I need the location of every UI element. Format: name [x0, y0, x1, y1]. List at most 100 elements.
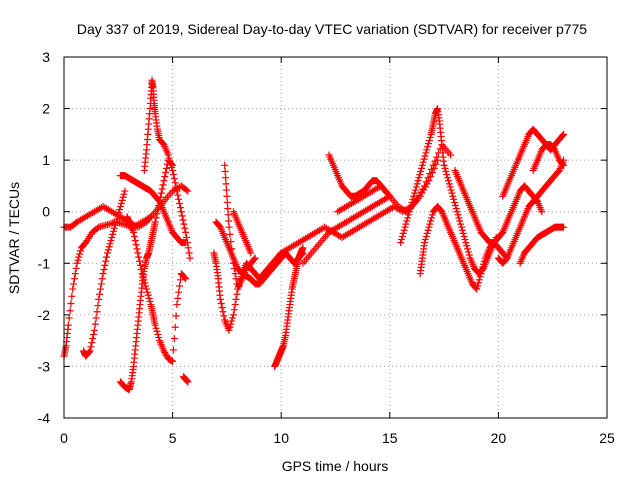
data-point	[422, 232, 430, 240]
y-tick-labels: -4 -3 -2 -1 0 1 2 3	[38, 49, 51, 426]
data-point	[177, 208, 185, 216]
data-point	[156, 197, 164, 205]
data-point	[475, 276, 483, 284]
data-point	[70, 275, 78, 283]
data-point	[455, 214, 463, 222]
data-point	[153, 327, 161, 335]
data-point	[461, 236, 469, 244]
y-tick-label: -2	[38, 307, 51, 323]
data-point	[424, 226, 432, 234]
data-point	[406, 205, 414, 213]
data-point	[401, 223, 409, 231]
data-point	[399, 229, 407, 237]
data-point	[184, 187, 192, 195]
data-point	[103, 249, 111, 257]
data-point	[408, 198, 416, 206]
data-point	[105, 243, 113, 251]
data-point	[130, 232, 138, 240]
data-point	[175, 288, 183, 296]
data-point	[474, 279, 482, 287]
data-point	[89, 335, 97, 343]
data-point	[66, 307, 74, 315]
data-point	[416, 171, 424, 179]
data-point	[431, 157, 439, 165]
data-point	[231, 270, 239, 278]
data-point	[433, 153, 441, 161]
data-point	[65, 314, 73, 322]
data-point	[143, 285, 151, 293]
data-point	[403, 217, 411, 225]
data-point	[407, 202, 415, 210]
data-point	[421, 239, 429, 247]
grid-lines	[64, 57, 607, 418]
data-point	[420, 155, 428, 163]
data-point	[222, 186, 230, 194]
plot-frame	[63, 56, 608, 419]
data-point	[170, 175, 178, 183]
data-point	[77, 247, 85, 255]
data-point	[161, 173, 169, 181]
data-point	[223, 198, 231, 206]
data-point	[446, 183, 454, 191]
data-point	[119, 193, 127, 201]
data-point	[424, 140, 432, 148]
data-point	[222, 180, 230, 188]
data-point	[116, 203, 124, 211]
data-point	[444, 177, 452, 185]
data-point	[151, 321, 159, 329]
data-point	[397, 239, 405, 247]
series-track-7	[140, 76, 194, 262]
data-point	[114, 212, 122, 220]
data-point	[421, 182, 429, 190]
data-point	[142, 282, 150, 290]
data-point	[170, 335, 178, 343]
data-point	[404, 214, 412, 222]
data-point	[444, 174, 452, 182]
data-point	[172, 312, 180, 320]
data-points	[60, 76, 568, 394]
data-point	[156, 193, 164, 201]
data-point	[166, 157, 174, 165]
data-point	[451, 202, 459, 210]
series-track-16	[325, 151, 394, 200]
data-point	[424, 174, 432, 182]
y-tick-label: -3	[38, 358, 51, 374]
data-point	[440, 161, 448, 169]
x-tick-label: 15	[382, 430, 398, 446]
data-point	[103, 253, 111, 261]
data-point	[217, 300, 225, 308]
data-point	[90, 326, 98, 334]
data-point	[71, 270, 79, 278]
data-point	[162, 169, 170, 177]
data-point	[74, 256, 82, 264]
data-point	[181, 274, 189, 282]
x-axis-label: GPS time / hours	[282, 458, 389, 474]
x-tick-label: 20	[491, 430, 507, 446]
data-point	[447, 151, 455, 159]
data-point	[225, 217, 233, 225]
data-point	[68, 292, 76, 300]
data-point	[146, 297, 154, 305]
data-point	[135, 253, 143, 261]
data-point	[230, 264, 238, 272]
data-point	[419, 158, 427, 166]
series-track-3	[80, 187, 129, 360]
data-point	[167, 160, 175, 168]
series-track-18	[397, 105, 448, 247]
data-point	[226, 230, 234, 238]
data-point	[116, 206, 124, 214]
data-point	[115, 209, 123, 217]
data-point	[450, 195, 458, 203]
data-point	[443, 171, 451, 179]
data-point	[228, 317, 236, 325]
data-point	[98, 275, 106, 283]
data-point	[223, 192, 231, 200]
data-point	[168, 163, 176, 171]
data-point	[427, 217, 435, 225]
data-point	[136, 257, 144, 265]
data-point	[454, 211, 462, 219]
data-point	[227, 320, 235, 328]
data-point	[229, 311, 237, 319]
y-axis-label: SDTVAR / TECUs	[6, 182, 22, 294]
data-point	[87, 343, 95, 351]
